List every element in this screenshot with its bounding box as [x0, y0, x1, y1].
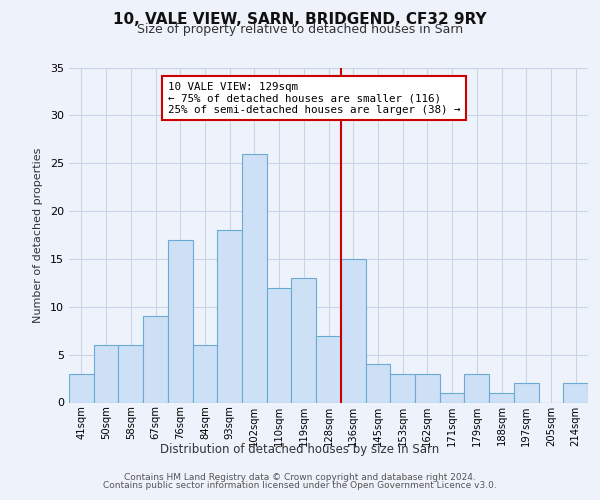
Bar — [118, 345, 143, 403]
Text: Contains public sector information licensed under the Open Government Licence v3: Contains public sector information licen… — [103, 481, 497, 490]
Text: Contains HM Land Registry data © Crown copyright and database right 2024.: Contains HM Land Registry data © Crown c… — [124, 472, 476, 482]
Bar — [69, 374, 94, 402]
Bar — [365, 364, 390, 403]
Bar — [489, 393, 514, 402]
Bar — [464, 374, 489, 402]
Text: 10 VALE VIEW: 129sqm
← 75% of detached houses are smaller (116)
25% of semi-deta: 10 VALE VIEW: 129sqm ← 75% of detached h… — [168, 82, 460, 115]
Bar — [242, 154, 267, 402]
Bar — [193, 345, 217, 403]
Bar — [316, 336, 341, 402]
Bar — [217, 230, 242, 402]
Text: Distribution of detached houses by size in Sarn: Distribution of detached houses by size … — [160, 442, 440, 456]
Bar — [440, 393, 464, 402]
Text: 10, VALE VIEW, SARN, BRIDGEND, CF32 9RY: 10, VALE VIEW, SARN, BRIDGEND, CF32 9RY — [113, 12, 487, 28]
Bar — [415, 374, 440, 402]
Bar — [514, 384, 539, 402]
Y-axis label: Number of detached properties: Number of detached properties — [33, 148, 43, 322]
Bar — [390, 374, 415, 402]
Bar — [341, 259, 365, 402]
Bar — [292, 278, 316, 402]
Bar — [267, 288, 292, 403]
Text: Size of property relative to detached houses in Sarn: Size of property relative to detached ho… — [137, 22, 463, 36]
Bar — [563, 384, 588, 402]
Bar — [168, 240, 193, 402]
Bar — [143, 316, 168, 402]
Bar — [94, 345, 118, 403]
